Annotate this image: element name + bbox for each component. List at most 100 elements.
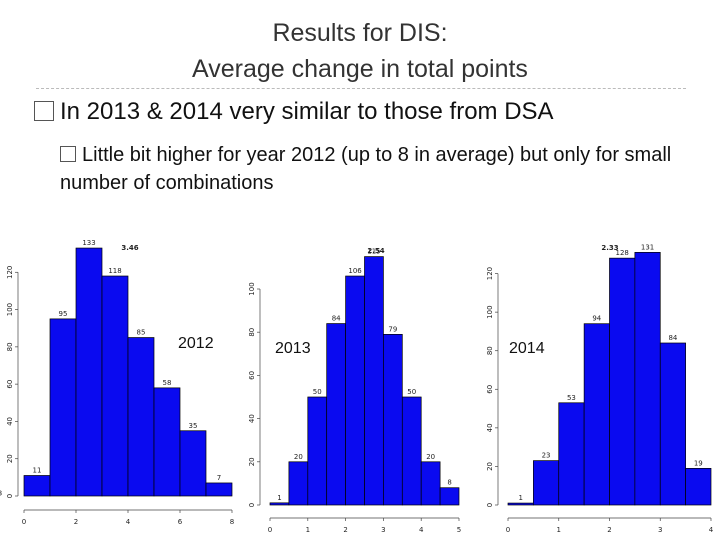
- histogram-bar: [101, 275, 129, 497]
- slide-title-line1: Results for DIS:: [272, 19, 448, 47]
- histogram-bar: [583, 323, 610, 506]
- x-tick-label: 0: [506, 526, 510, 534]
- histogram-bar: [609, 257, 636, 506]
- bar-value-label: 50: [313, 388, 322, 396]
- x-tick-label: 0: [268, 526, 272, 534]
- x-tick-label: 4: [419, 526, 424, 534]
- bar-value-label: 84: [332, 315, 341, 323]
- chart-year-label: 2013: [275, 340, 311, 357]
- y-tick-label: 40: [6, 417, 14, 426]
- bullet-level1-text: In 2013 & 2014 very similar to those fro…: [60, 98, 554, 125]
- histogram-bar: [634, 252, 661, 506]
- histogram-bar: [205, 482, 233, 497]
- histogram-bar: [345, 275, 365, 506]
- histogram-bar: [533, 460, 560, 506]
- bar-value-label: 94: [592, 315, 601, 323]
- y-tick-label: 60: [6, 380, 14, 389]
- bar-value-label: 1: [277, 494, 281, 502]
- bar-value-label: 128: [616, 249, 629, 257]
- y-tick-label: 80: [248, 328, 256, 337]
- y-tick-label: 80: [6, 342, 14, 351]
- chart-mean-label: 3.46: [121, 244, 138, 252]
- bar-value-label: 19: [694, 459, 703, 467]
- bar-value-label: 53: [567, 394, 576, 402]
- bar-value-label: 131: [641, 243, 654, 251]
- bar-value-label: 106: [348, 267, 362, 275]
- histogram-bar: [507, 502, 534, 506]
- bar-value-label: 20: [426, 453, 435, 461]
- histogram-bar: [401, 396, 422, 506]
- y-tick-label: 120: [486, 267, 494, 280]
- y-tick-label: 0: [248, 503, 256, 507]
- y-tick-label: 20: [486, 462, 494, 471]
- histogram-bar: [383, 334, 403, 506]
- bullet-level2-text: Little bit higher for year 2012 (up to 8…: [60, 144, 672, 194]
- histogram-bar: [288, 461, 309, 506]
- histogram-bar: [558, 402, 585, 506]
- x-tick-label: 1: [557, 526, 561, 534]
- x-tick-label: 1: [306, 526, 310, 534]
- chart-mean-label: 2.54: [367, 247, 384, 255]
- histogram-bar: [179, 430, 207, 497]
- histogram-bar: [75, 247, 103, 497]
- y-tick-label: 100: [248, 282, 256, 295]
- bar-value-label: 35: [189, 422, 198, 430]
- bullet-box-icon: [60, 146, 76, 162]
- histogram-bar: [307, 396, 328, 506]
- x-tick-label: 5: [457, 526, 461, 534]
- chart-year-label: 2014: [509, 340, 545, 357]
- bar-value-label: 79: [388, 325, 397, 333]
- chart-mean-label: 2.33: [601, 244, 618, 252]
- bar-value-label: 84: [668, 334, 677, 342]
- bar-value-label: 11: [33, 466, 42, 474]
- y-tick-label: 40: [248, 414, 256, 423]
- y-tick-label: 60: [248, 371, 256, 380]
- histogram-bar: [659, 342, 686, 506]
- x-tick-label: 8: [230, 518, 234, 526]
- y-tick-label: 0: [6, 494, 14, 498]
- histogram-bar: [153, 387, 181, 497]
- histogram-bar: [439, 487, 460, 506]
- bullet-level1: In 2013 & 2014 very similar to those fro…: [34, 98, 554, 126]
- bar-value-label: 3: [0, 490, 2, 498]
- y-tick-label: 100: [486, 305, 494, 318]
- y-tick-label: 20: [248, 457, 256, 466]
- y-tick-label: 80: [486, 346, 494, 355]
- bar-value-label: 1: [518, 494, 522, 502]
- y-tick-label: 60: [486, 385, 494, 394]
- histogram-bar: [127, 337, 155, 497]
- bar-value-label: 95: [59, 310, 68, 318]
- bar-value-label: 118: [108, 267, 121, 275]
- y-tick-label: 120: [6, 266, 14, 279]
- y-tick-label: 20: [6, 454, 14, 463]
- histogram-bar: [326, 323, 346, 506]
- bar-value-label: 20: [294, 453, 303, 461]
- title-divider: [36, 88, 686, 89]
- y-tick-label: 0: [486, 503, 494, 507]
- histogram-bar: [364, 256, 384, 506]
- bar-value-label: 133: [82, 239, 95, 247]
- x-tick-label: 2: [607, 526, 611, 534]
- x-tick-label: 2: [343, 526, 347, 534]
- histogram-bar: [685, 468, 712, 506]
- x-tick-label: 0: [22, 518, 26, 526]
- bar-value-label: 8: [447, 479, 451, 487]
- x-tick-label: 3: [381, 526, 385, 534]
- bar-value-label: 23: [542, 452, 551, 460]
- bullet-box-icon: [34, 101, 54, 121]
- histogram-bar: [49, 318, 77, 497]
- y-tick-label: 100: [6, 303, 14, 316]
- y-tick-label: 40: [486, 423, 494, 432]
- slide-title-line2: Average change in total points: [192, 55, 528, 83]
- x-tick-label: 4: [709, 526, 714, 534]
- bar-value-label: 7: [217, 474, 221, 482]
- x-tick-label: 2: [74, 518, 78, 526]
- histogram-bar: [23, 475, 51, 497]
- bar-value-label: 58: [163, 379, 172, 387]
- bar-value-label: 85: [137, 329, 146, 337]
- bullet-level2: Little bit higher for year 2012 (up to 8…: [60, 141, 710, 197]
- bar-value-label: 115: [367, 248, 380, 256]
- x-tick-label: 3: [658, 526, 662, 534]
- bar-value-label: 50: [407, 388, 416, 396]
